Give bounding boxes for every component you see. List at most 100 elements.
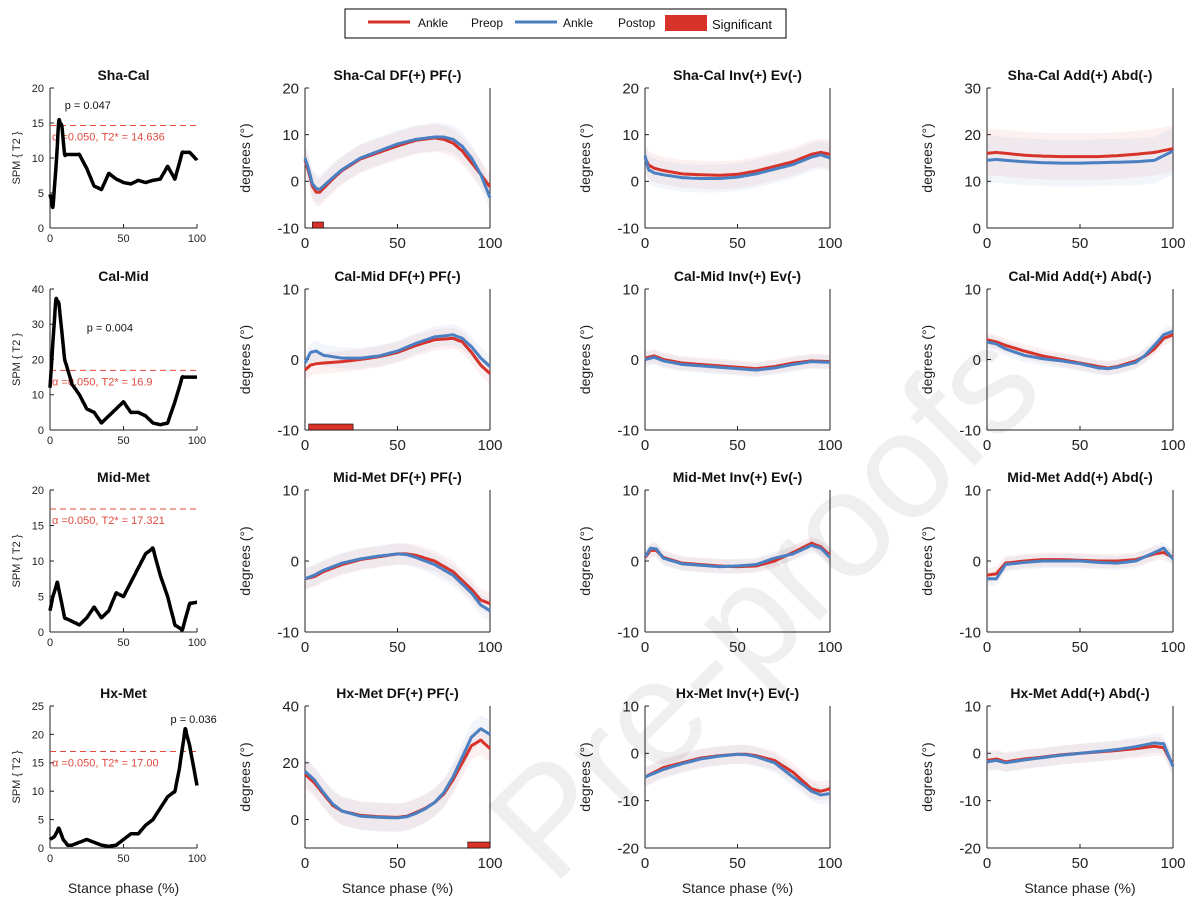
x-tick-label: 50 xyxy=(729,639,746,656)
y-axis-label: degrees (°) xyxy=(919,123,935,192)
x-tick-label: 50 xyxy=(389,437,406,454)
significance-bar xyxy=(308,423,354,431)
y-axis-label: degrees (°) xyxy=(919,742,935,811)
series-line-postop xyxy=(644,355,831,372)
uncertainty-band-postop xyxy=(305,123,490,212)
spm-curve xyxy=(48,726,199,849)
legend-label-preop-2: Preop xyxy=(471,16,503,30)
uncertainty-band-preop xyxy=(305,727,490,832)
x-tick-label: 100 xyxy=(477,855,502,872)
y-tick-label: 0 xyxy=(291,553,299,570)
legend: Ankle Preop Ankle Postop Significant xyxy=(344,8,787,39)
uncertainty-band-postop xyxy=(645,350,830,378)
y-tick-label: -10 xyxy=(617,422,639,439)
y-tick-label: 20 xyxy=(32,729,44,741)
x-tick-label: 100 xyxy=(817,639,842,656)
x-tick-label: 50 xyxy=(117,233,129,245)
p-value-label: p = 0.047 xyxy=(65,100,111,112)
y-tick-label: 0 xyxy=(38,425,44,437)
series-line-preop xyxy=(986,147,1174,159)
legend-label-significant: Significant xyxy=(712,17,772,32)
y-tick-label: 5 xyxy=(38,188,44,200)
y-tick-label: 40 xyxy=(32,284,44,296)
y-tick-label: 20 xyxy=(32,485,44,497)
x-tick-label: 50 xyxy=(389,235,406,252)
panel-title: Hx-Met xyxy=(100,685,147,701)
x-tick-label: 50 xyxy=(389,855,406,872)
y-tick-label: 20 xyxy=(32,83,44,95)
x-tick-label: 0 xyxy=(641,855,649,872)
spm-curve xyxy=(48,117,199,210)
panel-title: Mid-Met xyxy=(97,469,150,485)
y-tick-label: 10 xyxy=(32,556,44,568)
x-tick-label: 100 xyxy=(817,855,842,872)
significance-bar xyxy=(467,841,491,849)
x-tick-label: 100 xyxy=(188,233,206,245)
y-tick-label: -10 xyxy=(617,624,639,641)
y-tick-label: -10 xyxy=(959,793,981,810)
panel-title: Cal-Mid Inv(+) Ev(-) xyxy=(674,268,801,284)
series-line-postop xyxy=(304,552,491,612)
x-tick-label: 50 xyxy=(117,853,129,865)
y-tick-label: 20 xyxy=(282,80,299,97)
x-tick-label: 100 xyxy=(477,235,502,252)
x-tick-label: 100 xyxy=(1160,855,1185,872)
y-axis-label: SPM { T2 } xyxy=(11,750,23,803)
x-tick-label: 100 xyxy=(817,437,842,454)
y-axis-label: degrees (°) xyxy=(237,526,253,595)
x-tick-label: 100 xyxy=(817,235,842,252)
x-tick-label: 50 xyxy=(389,639,406,656)
x-tick-label: 0 xyxy=(983,235,991,252)
legend-swatch-significant xyxy=(665,15,707,31)
x-axis-label: Stance phase (%) xyxy=(68,880,179,896)
p-value-label: p = 0.036 xyxy=(171,714,217,726)
y-axis-label: degrees (°) xyxy=(919,325,935,394)
x-tick-label: 50 xyxy=(729,437,746,454)
spm-curve xyxy=(48,546,198,632)
series-line-postop xyxy=(303,727,491,820)
x-tick-label: 50 xyxy=(117,637,129,649)
x-tick-label: 50 xyxy=(729,235,746,252)
y-tick-label: 0 xyxy=(38,223,44,235)
y-tick-label: 0 xyxy=(291,812,299,829)
x-tick-label: 0 xyxy=(301,437,309,454)
panel-title: Mid-Met Inv(+) Ev(-) xyxy=(673,469,803,485)
watermark-text: Pre-proofs xyxy=(456,296,1070,905)
y-tick-label: -20 xyxy=(617,840,639,857)
uncertainty-band-preop xyxy=(305,123,490,207)
x-tick-label: 50 xyxy=(117,435,129,447)
y-tick-label: 0 xyxy=(631,553,639,570)
y-tick-label: 0 xyxy=(38,627,44,639)
x-tick-label: 0 xyxy=(641,437,649,454)
y-tick-label: -10 xyxy=(959,624,981,641)
significance-bar xyxy=(312,221,324,229)
panel-title: Sha-Cal Inv(+) Ev(-) xyxy=(673,67,802,83)
legend-label-postop-1: Ankle xyxy=(563,16,593,30)
y-tick-label: 15 xyxy=(32,118,44,130)
y-tick-label: 20 xyxy=(32,354,44,366)
x-tick-label: 0 xyxy=(47,853,53,865)
uncertainty-band-preop xyxy=(645,744,830,801)
spm-curve xyxy=(48,296,198,427)
x-tick-label: 100 xyxy=(188,435,206,447)
series-line-preop xyxy=(643,150,831,177)
y-tick-label: 15 xyxy=(32,758,44,770)
panel-hx-met: Hx-Met 0 5 10 15 20 25 0 50 100 SPM { T2 } Stance p… xyxy=(11,685,217,896)
uncertainty-band-postop xyxy=(987,542,1173,586)
x-tick-label: 0 xyxy=(641,235,649,252)
series-line-postop xyxy=(986,329,1174,371)
y-tick-label: 0 xyxy=(973,553,981,570)
legend-box xyxy=(344,8,787,39)
y-tick-label: 5 xyxy=(38,814,44,826)
panel-hx-met-df-pf: Hx-Met DF(+) PF(-) 0 20 40 0 50 100 degrees (°)… xyxy=(237,685,503,896)
y-tick-label: 0 xyxy=(973,352,981,369)
y-tick-label: 30 xyxy=(964,80,981,97)
